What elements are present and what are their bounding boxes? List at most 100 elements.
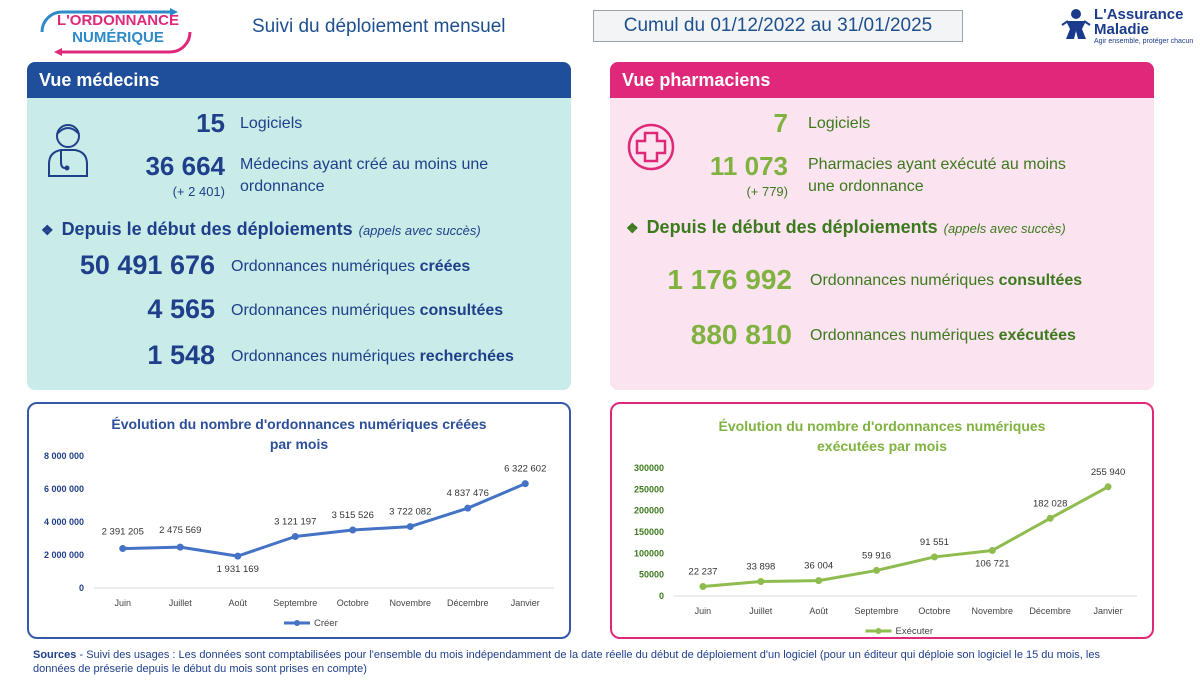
period-box: Cumul du 01/12/2022 au 31/01/2025 xyxy=(593,10,963,42)
pharma-logiciels-value: 7 xyxy=(773,108,788,138)
stat-consultees-label-bold: consultées xyxy=(419,302,504,319)
chart-executees: Évolution du nombre d'ordonnances numéri… xyxy=(610,402,1154,639)
creees-data-point xyxy=(464,504,472,512)
creees-xtick-label: Août xyxy=(228,598,247,608)
executees-data-point xyxy=(988,546,996,554)
creees-ytick-label: 8 000 000 xyxy=(44,451,84,461)
medecins-delta: (+ 2 401) xyxy=(172,184,225,199)
stat-consultees-label-text: Ordonnances numériques xyxy=(231,302,420,319)
creees-data-label: 3 515 526 xyxy=(332,510,374,521)
medecins-label-1: Médecins ayant créé au moins une xyxy=(240,156,489,173)
pharma-logiciels-label: Logiciels xyxy=(808,115,871,132)
executees-xtick-label: Décembre xyxy=(1029,606,1071,616)
creees-xtick-label: Janvier xyxy=(511,598,540,608)
chart-creees-svg: 0 2 000 000 4 000 000 6 000 000 8 000 000 Jui… xyxy=(44,451,554,629)
creees-ytick-label: 0 xyxy=(79,583,84,593)
creees-data-point xyxy=(234,552,242,560)
stat-creees-label-bold: créées xyxy=(419,258,471,275)
executees-xtick-label: Octobre xyxy=(918,606,950,616)
creees-xtick-label: Octobre xyxy=(337,598,369,608)
page-title: Suivi du déploiement mensuel xyxy=(252,16,506,37)
logiciels-value: 15 xyxy=(196,108,225,138)
executees-data-label: 59 916 xyxy=(862,550,891,561)
pharma-section-title: ❖ Depuis le début des déploiements (appels… xyxy=(626,217,1066,238)
executees-data-point xyxy=(1104,483,1112,491)
pharma-section-text: Depuis le début des déploiements xyxy=(646,217,938,237)
pharma-delta: (+ 779) xyxy=(746,184,788,199)
creees-xtick-label: Décembre xyxy=(447,598,489,608)
brand-name-2: Maladie xyxy=(1094,21,1150,38)
creees-xtick-label: Novembre xyxy=(389,598,431,608)
chart-creees-title-line-1: Évolution du nombre d'ordonnances numéri… xyxy=(111,416,487,432)
creees-data-label: 4 837 476 xyxy=(447,488,489,499)
executees-data-point xyxy=(757,578,765,586)
stat-recherchees-label-bold: recherchées xyxy=(419,348,514,365)
stat-recherchees-label-text: Ordonnances numériques xyxy=(231,348,420,365)
creees-ytick-label: 6 000 000 xyxy=(44,484,84,494)
creees-data-point xyxy=(119,545,127,553)
assurance-maladie-logo: L'Assurance Maladie Agir ensemble, protég… xyxy=(1060,5,1200,50)
chart-executees-title-line-1: Évolution du nombre d'ordonnances numéri… xyxy=(718,418,1046,434)
executees-data-point xyxy=(1046,514,1054,522)
medecins-value: 36 664 xyxy=(145,151,225,181)
logo-line-1: L'ORDONNANCE xyxy=(57,12,179,29)
pharma-label-1: Pharmacies ayant exécuté au moins xyxy=(808,156,1066,173)
executees-series-line xyxy=(702,485,1109,589)
stat-recherchees-label: Ordonnances numériques recherchées xyxy=(231,346,514,368)
executees-data-point xyxy=(930,553,938,561)
pharmaciens-panel: Vue pharmaciens 7 Logiciels 11 073 (+ 77… xyxy=(610,62,1154,390)
creees-ytick-label: 4 000 000 xyxy=(44,517,84,527)
stat-consultees-label: Ordonnances numériques consultées xyxy=(231,300,503,322)
creees-data-point xyxy=(349,526,357,534)
chart-creees-title-line-2: par mois xyxy=(269,436,329,452)
executees-data-label: 36 004 xyxy=(804,561,833,572)
creees-data-point xyxy=(521,480,529,488)
creees-xtick-label: Septembre xyxy=(273,598,317,608)
creees-data-label: 6 322 602 xyxy=(504,464,546,475)
chart-executees-title-line-2: exécutées par mois xyxy=(817,438,947,454)
executees-ytick-label: 300000 xyxy=(634,463,664,473)
creees-data-label: 2 391 205 xyxy=(102,527,144,538)
medecins-section-title: ❖ Depuis le début des déploiements (appels… xyxy=(41,219,481,240)
sources-note: Sources - Suivi des usages : Les données… xyxy=(33,648,1133,676)
executees-ytick-label: 100000 xyxy=(634,548,664,558)
executees-data-label: 106 721 xyxy=(975,558,1009,569)
executees-data-point xyxy=(815,577,823,585)
stat-pharma-consultees-label-text: Ordonnances numériques xyxy=(810,272,999,289)
executees-ytick-label: 50000 xyxy=(639,570,664,580)
stat-consultees-value: 4 565 xyxy=(147,294,215,324)
executees-data-label: 91 551 xyxy=(920,537,949,548)
diamond-bullet-icon: ❖ xyxy=(41,222,54,238)
executees-xtick-label: Janvier xyxy=(1094,606,1123,616)
pharma-label-2: une ordonnance xyxy=(808,178,924,195)
creees-data-point xyxy=(406,523,414,531)
executees-legend-label: Exécuter xyxy=(896,626,934,637)
pharma-value: 11 073 xyxy=(709,151,788,181)
creees-data-point xyxy=(176,543,184,551)
executees-data-label: 182 028 xyxy=(1033,498,1067,509)
stat-pharma-consultees-value: 1 176 992 xyxy=(667,264,792,295)
stat-pharma-executees-value: 880 810 xyxy=(690,319,792,350)
executees-xtick-label: Juillet xyxy=(749,606,773,616)
executees-ytick-label: 250000 xyxy=(634,484,664,494)
executees-data-label: 22 237 xyxy=(688,567,717,578)
creees-legend-label: Créer xyxy=(314,618,338,629)
medecins-panel: Vue médecins 15 Logiciels 36 664 (+ 2 40… xyxy=(27,62,571,390)
logo-line-2: NUMÉRIQUE xyxy=(72,29,164,46)
stat-pharma-executees-label-bold: exécutées xyxy=(998,327,1076,344)
creees-data-label: 2 475 569 xyxy=(159,525,201,536)
stat-creees-label-text: Ordonnances numériques xyxy=(231,258,420,275)
executees-ytick-label: 0 xyxy=(659,591,664,601)
chart-creees-title: Évolution du nombre d'ordonnances numéri… xyxy=(29,414,569,454)
executees-ytick-label: 150000 xyxy=(634,527,664,537)
ordonnance-numerique-logo: L'ORDONNANCE NUMÉRIQUE xyxy=(30,8,205,56)
creees-legend-marker xyxy=(294,620,300,626)
creees-ytick-label: 2 000 000 xyxy=(44,550,84,560)
stat-creees-label: Ordonnances numériques créées xyxy=(231,256,470,278)
medecins-section-note: (appels avec succès) xyxy=(358,223,481,238)
chart-executees-svg: 0 50000 100000 150000 200000 250000 300000 Juin… xyxy=(634,463,1137,637)
creees-xtick-label: Juin xyxy=(114,598,131,608)
pharma-section-note: (appels avec succès) xyxy=(943,221,1066,236)
medecins-section-text: Depuis le début des déploiements xyxy=(61,219,353,239)
executees-ytick-label: 200000 xyxy=(634,506,664,516)
